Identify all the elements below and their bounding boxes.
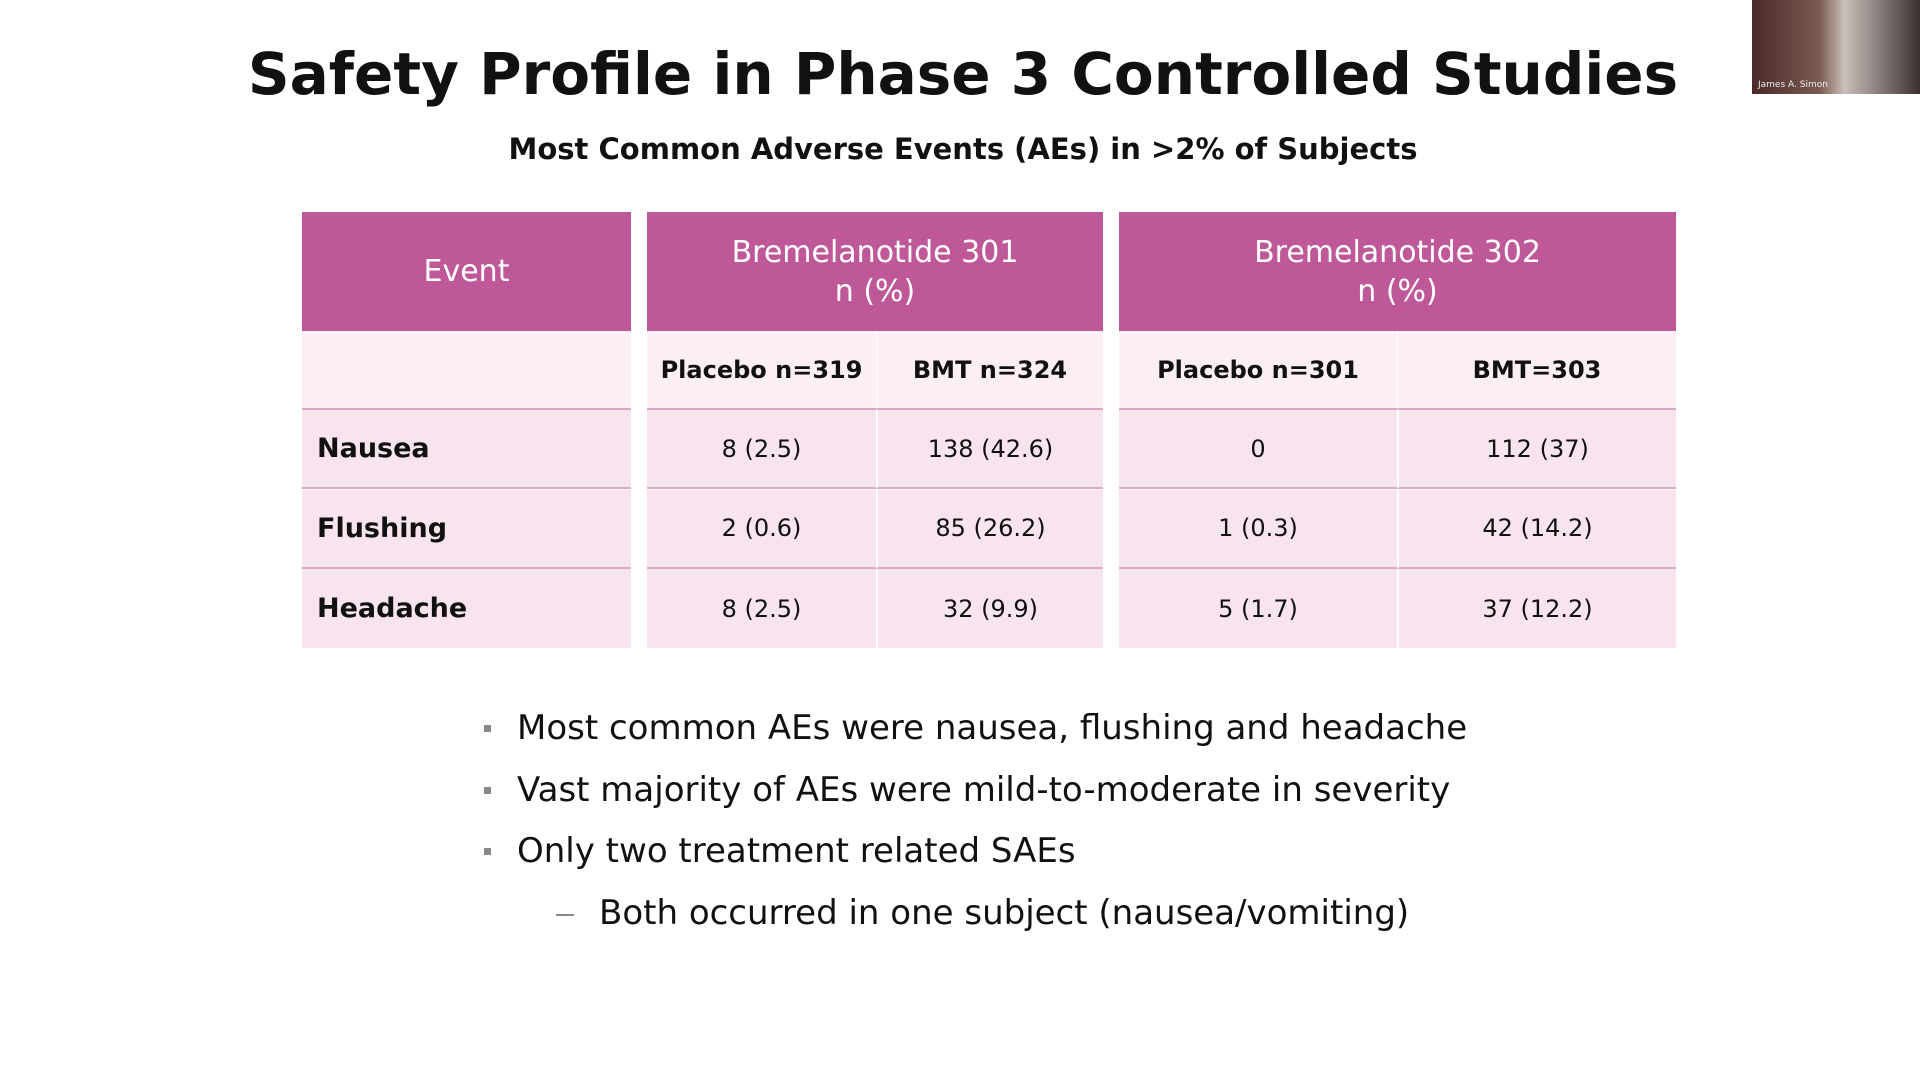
bullet-text: Only two treatment related SAEs bbox=[517, 831, 1076, 871]
table-cell: 5 (1.7) bbox=[1119, 569, 1397, 648]
subheader-cell bbox=[302, 331, 631, 410]
table-cell: 37 (12.2) bbox=[1397, 569, 1676, 648]
slide-subtitle: Most Common Adverse Events (AEs) in >2% … bbox=[508, 132, 1418, 166]
webcam-caption: James A. Simon bbox=[1758, 80, 1828, 90]
subheader-cell: BMT n=324 bbox=[876, 331, 1103, 410]
table-cell: 8 (2.5) bbox=[647, 569, 876, 648]
header-text: Bremelanotide 302 bbox=[1254, 234, 1541, 270]
table-cell: 85 (26.2) bbox=[876, 489, 1103, 569]
slide-title: Safety Profile in Phase 3 Controlled Stu… bbox=[247, 40, 1679, 108]
table-cell: 32 (9.9) bbox=[876, 569, 1103, 648]
table-cell: 1 (0.3) bbox=[1119, 489, 1397, 569]
header-cell: Bremelanotide 301 n (%) bbox=[647, 212, 1103, 331]
header-cell: Event bbox=[302, 212, 631, 331]
table-cell: 0 bbox=[1119, 410, 1397, 489]
bullet-marker bbox=[484, 848, 491, 855]
bullet-text: Vast majority of AEs were mild-to-modera… bbox=[517, 769, 1451, 810]
row-label: Nausea bbox=[302, 410, 631, 489]
header-cell: Bremelanotide 302 n (%) bbox=[1119, 212, 1676, 331]
webcam-video[interactable] bbox=[1752, 0, 1920, 94]
subheader-cell: Placebo n=301 bbox=[1119, 331, 1397, 410]
bullet-marker bbox=[484, 786, 491, 794]
bullet-marker bbox=[484, 725, 491, 732]
header-text: n (%) bbox=[834, 273, 916, 309]
header-text: Bremelanotide 301 bbox=[731, 234, 1019, 270]
row-label: Flushing bbox=[302, 489, 631, 569]
table-cell: 2 (0.6) bbox=[647, 489, 876, 569]
header-text: n (%) bbox=[1357, 273, 1438, 309]
table-cell: 42 (14.2) bbox=[1397, 489, 1676, 569]
subheader-cell: Placebo n=319 bbox=[647, 331, 876, 410]
sub-bullet-text: Both occurred in one subject (nausea/vom… bbox=[599, 893, 1410, 933]
table-cell: 112 (37) bbox=[1397, 410, 1676, 489]
dash-marker bbox=[556, 914, 574, 916]
row-label: Headache bbox=[302, 569, 631, 648]
subheader-cell: BMT=303 bbox=[1397, 331, 1676, 410]
table-cell: 138 (42.6) bbox=[876, 410, 1103, 489]
table-cell: 8 (2.5) bbox=[647, 410, 876, 489]
bullet-text: Most common AEs were nausea, flushing an… bbox=[517, 708, 1468, 748]
header-text: Event bbox=[423, 254, 510, 289]
